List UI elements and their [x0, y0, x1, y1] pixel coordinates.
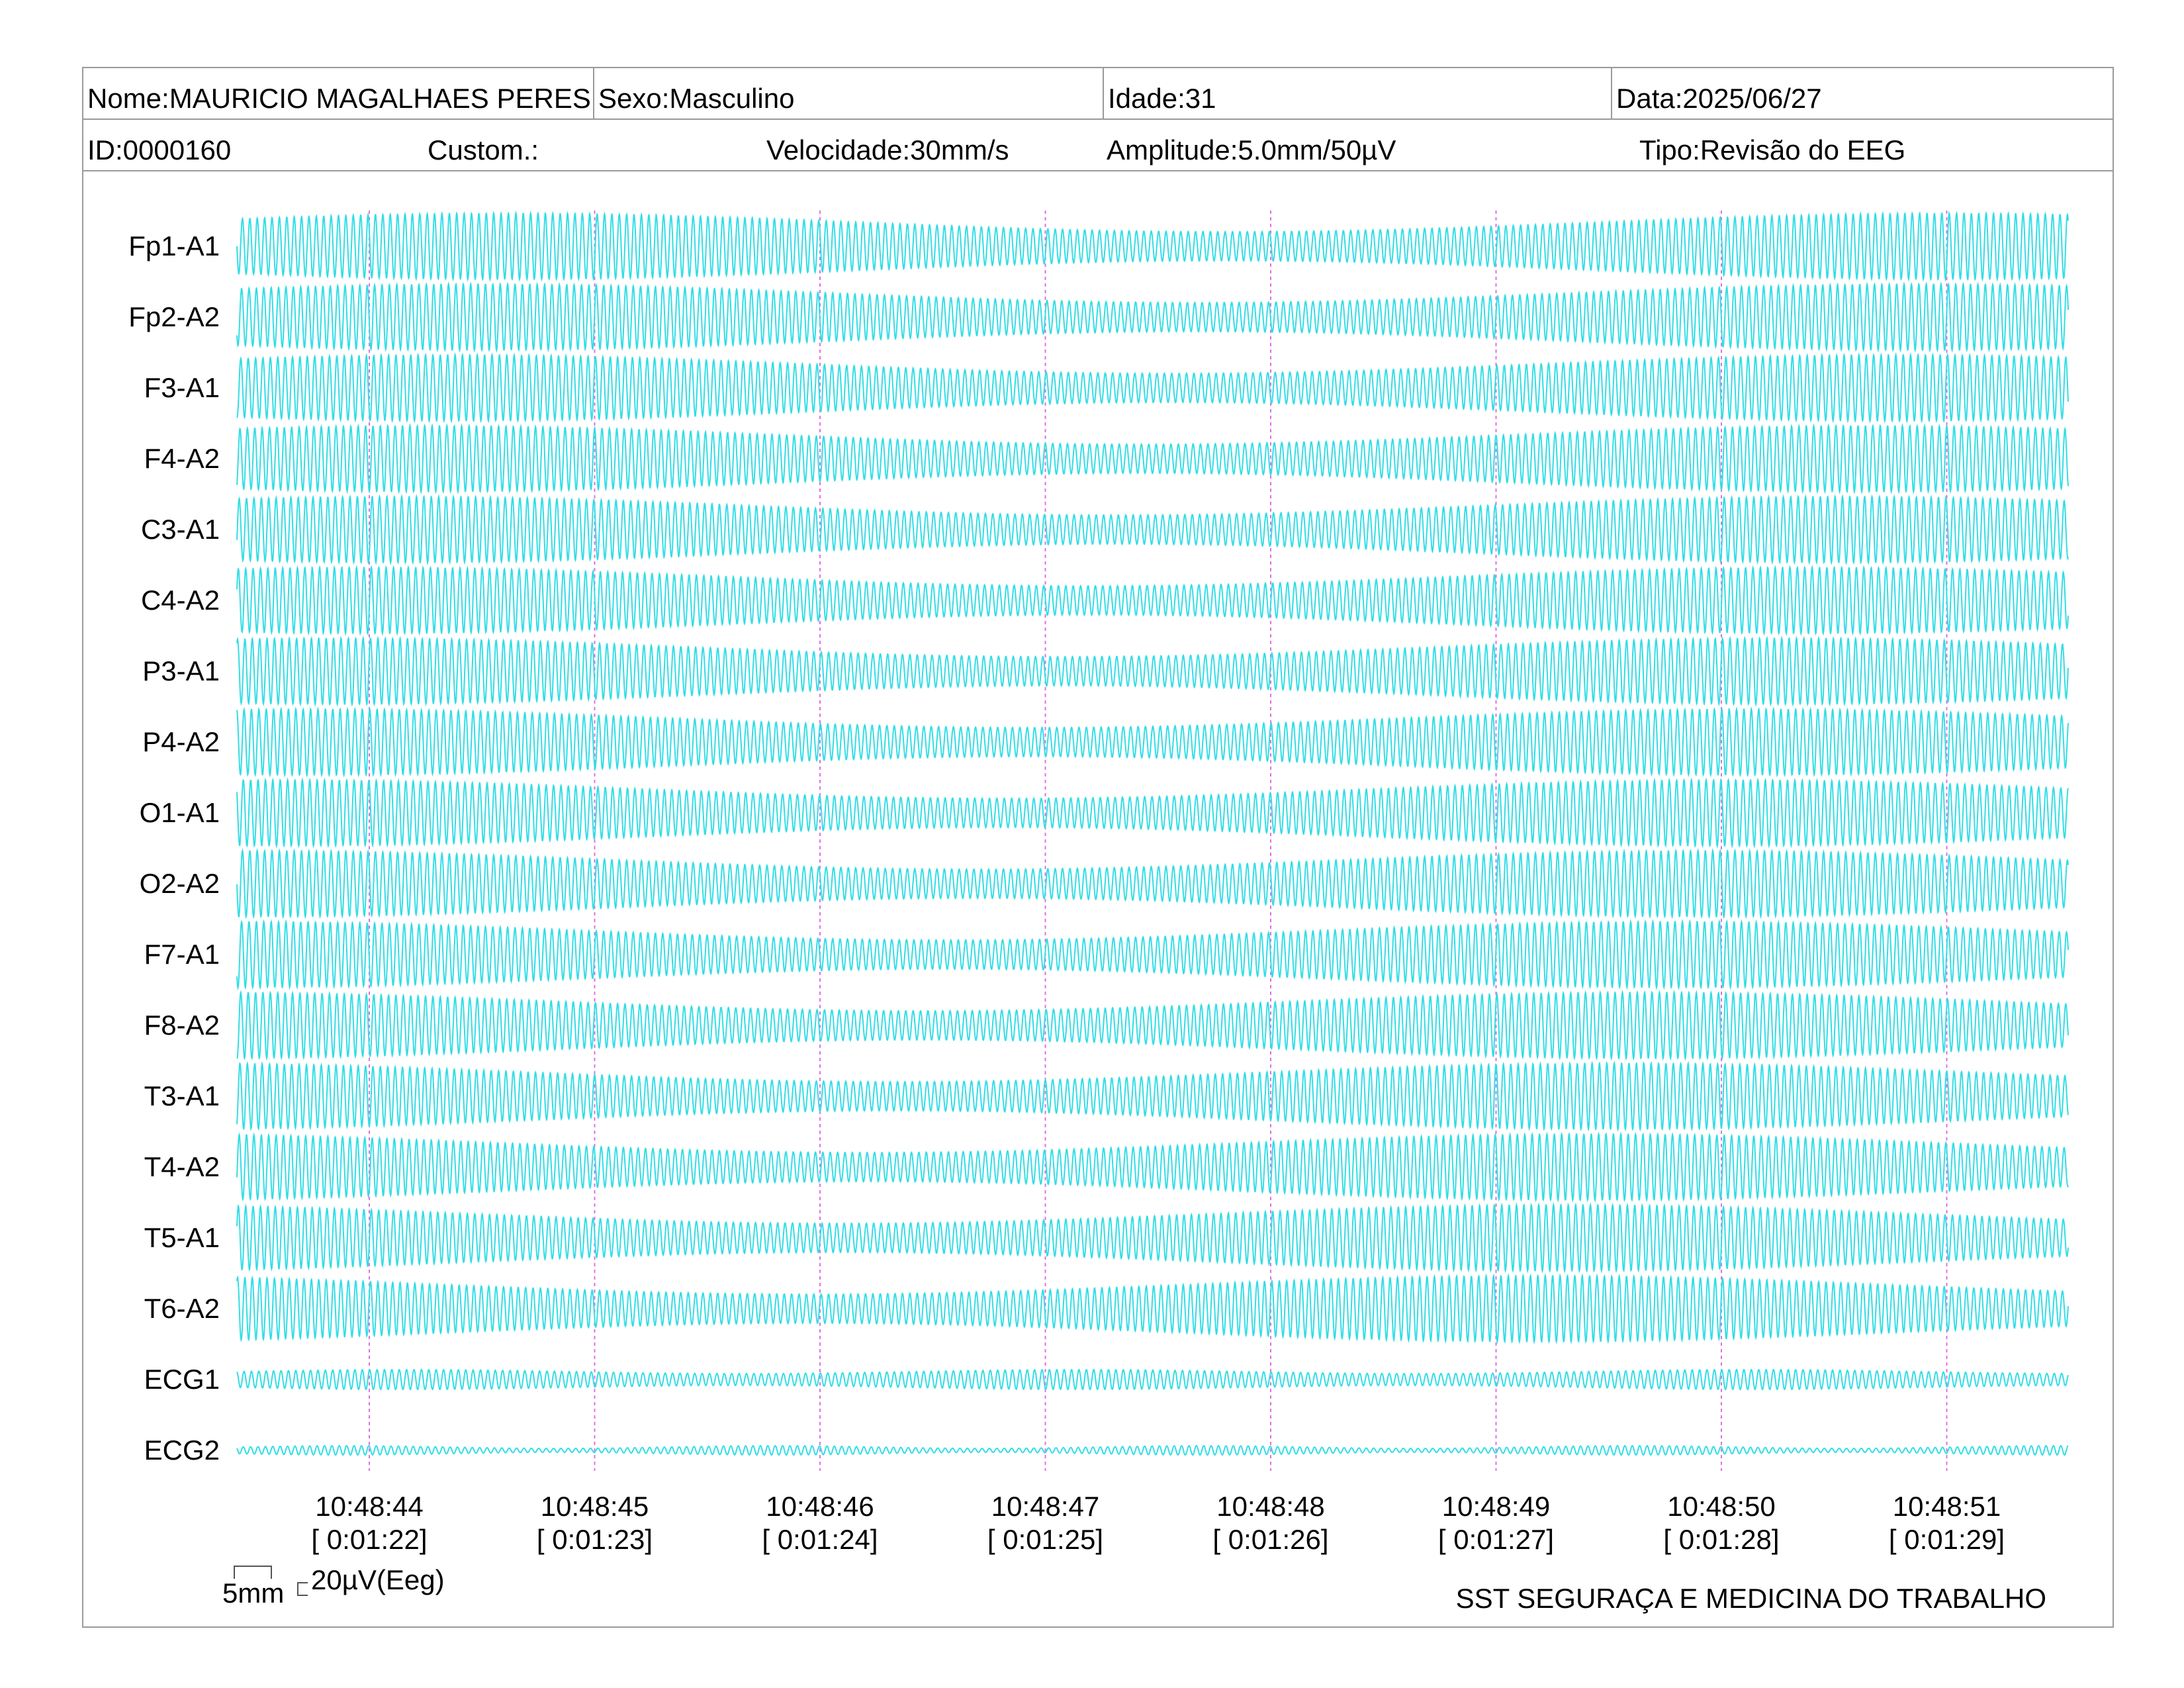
- channel-label-fp2-a2: Fp2-A2: [128, 301, 220, 332]
- patient-name: Nome:MAURICIO MAGALHAES PERES: [87, 83, 591, 114]
- channel-label-p3-a1: P3-A1: [142, 655, 220, 686]
- channel-label-c4-a2: C4-A2: [141, 585, 220, 616]
- time-tick-clock: 10:48:48: [1216, 1491, 1325, 1522]
- channel-label-t5-a1: T5-A1: [144, 1222, 220, 1253]
- channel-label-o2-a2: O2-A2: [140, 868, 220, 899]
- channel-label-t6-a2: T6-A2: [144, 1293, 220, 1324]
- trace-f3-a1: [236, 352, 2069, 424]
- time-tick-clock: 10:48:49: [1442, 1491, 1551, 1522]
- header-row-patient: Nome:MAURICIO MAGALHAES PERES Sexo:Mascu…: [83, 68, 2113, 120]
- trace-f8-a2: [236, 990, 2069, 1061]
- channel-label-fp1-a1: Fp1-A1: [128, 230, 220, 261]
- time-tick-elapsed: [ 0:01:26]: [1212, 1524, 1328, 1555]
- company-name: SST SEGURAÇA E MEDICINA DO TRABALHO: [1455, 1583, 2046, 1614]
- trace-fp2-a2: [236, 281, 2069, 353]
- exam-date: Data:2025/06/27: [1611, 68, 2114, 118]
- scale-bar-icon: [234, 1566, 308, 1596]
- trace-t3-a1: [236, 1060, 2069, 1132]
- eeg-traces: [236, 211, 2069, 1456]
- trace-t5-a1: [236, 1202, 2069, 1274]
- patient-sex: Sexo:Masculino: [593, 68, 1099, 118]
- time-ticks: 10:48:44[ 0:01:22] 10:48:45[ 0:01:23] 10:4…: [311, 1491, 2005, 1555]
- time-tick-elapsed: [ 0:01:28]: [1663, 1524, 1779, 1555]
- trace-o1-a1: [236, 777, 2069, 849]
- time-tick-elapsed: [ 0:01:23]: [537, 1524, 653, 1555]
- channel-label-ecg2: ECG2: [144, 1434, 220, 1466]
- trace-ecg1: [236, 1368, 2069, 1391]
- trace-f7-a1: [236, 919, 2069, 990]
- time-tick-clock: 10:48:47: [991, 1491, 1100, 1522]
- patient-age: Idade:31: [1103, 68, 1609, 118]
- time-tick-elapsed: [ 0:01:27]: [1438, 1524, 1554, 1555]
- patient-id: ID:0000160: [87, 134, 232, 165]
- time-tick-elapsed: [ 0:01:22]: [311, 1524, 427, 1555]
- trace-p3-a1: [236, 635, 2069, 707]
- trace-fp1-a1: [236, 211, 2069, 282]
- trace-f4-a2: [236, 423, 2069, 494]
- trace-ecg2: [236, 1444, 2069, 1456]
- time-tick-clock: 10:48:46: [766, 1491, 874, 1522]
- time-tick-clock: 10:48:45: [541, 1491, 649, 1522]
- channel-labels: Fp1-A1 Fp2-A2 F3-A1 F4-A2 C3-A1 C4-A2 P3-A1 P4-…: [128, 230, 220, 1466]
- time-tick-clock: 10:48:50: [1667, 1491, 1776, 1522]
- scale-uv-label: 20µV(Eeg): [311, 1564, 445, 1595]
- channel-label-f4-a2: F4-A2: [144, 443, 220, 474]
- trace-c4-a2: [236, 565, 2069, 636]
- trace-t4-a2: [236, 1131, 2069, 1203]
- trace-t6-a2: [236, 1273, 2069, 1344]
- channel-label-ecg1: ECG1: [144, 1364, 220, 1395]
- speed-field: Velocidade:30mm/s: [766, 134, 1009, 165]
- channel-label-p4-a2: P4-A2: [142, 726, 220, 757]
- channel-label-t3-a1: T3-A1: [144, 1080, 220, 1111]
- amplitude-field: Amplitude:5.0mm/50µV: [1107, 134, 1396, 165]
- custom-field: Custom.:: [428, 134, 539, 165]
- time-tick-elapsed: [ 0:01:25]: [987, 1524, 1103, 1555]
- channel-label-f3-a1: F3-A1: [144, 372, 220, 403]
- trace-p4-a2: [236, 706, 2069, 778]
- time-tick-elapsed: [ 0:01:29]: [1889, 1524, 2005, 1555]
- time-tick-clock: 10:48:44: [315, 1491, 424, 1522]
- channel-label-f8-a2: F8-A2: [144, 1009, 220, 1041]
- review-type: Tipo:Revisão do EEG: [1639, 134, 1906, 165]
- trace-o2-a2: [236, 848, 2069, 919]
- header-row-exam: ID:0000160 Custom.: Velocidade:30mm/s Am…: [83, 120, 2113, 171]
- channel-label-o1-a1: O1-A1: [140, 797, 220, 828]
- scale-mm-label: 5mm: [222, 1577, 285, 1609]
- time-tick-elapsed: [ 0:01:24]: [762, 1524, 878, 1555]
- trace-c3-a1: [236, 494, 2069, 565]
- channel-label-c3-a1: C3-A1: [141, 514, 220, 545]
- eeg-report: Nome:MAURICIO MAGALHAES PERES Sexo:Mascu…: [82, 67, 2114, 1628]
- channel-label-t4-a2: T4-A2: [144, 1151, 220, 1182]
- channel-label-f7-a1: F7-A1: [144, 939, 220, 970]
- time-tick-clock: 10:48:51: [1893, 1491, 2001, 1522]
